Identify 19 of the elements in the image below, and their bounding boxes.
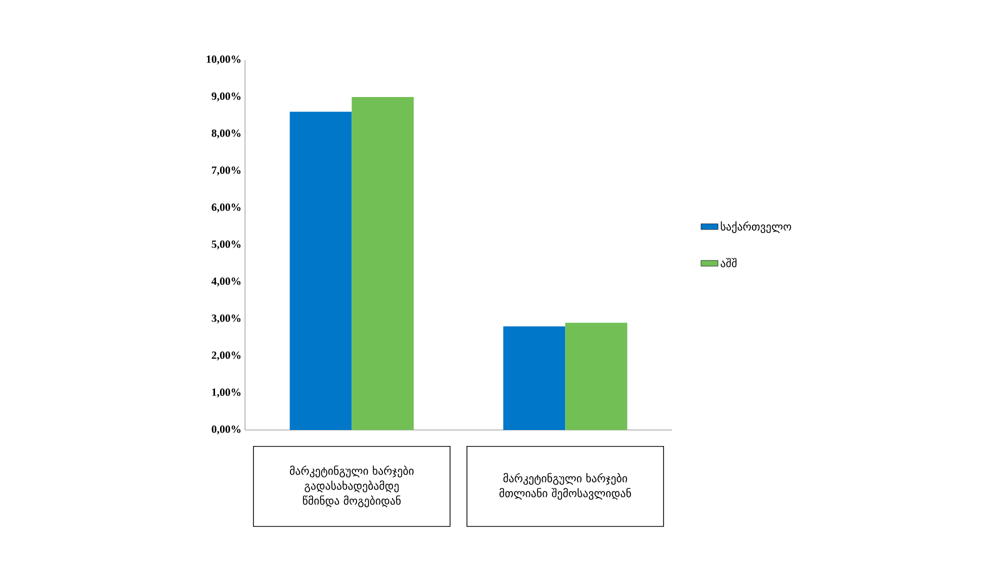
legend-label: აშშ (720, 258, 736, 268)
x-tick-label: მარკეტინგული ხარჯები მთლიანი შემოსავლიდან (500, 473, 631, 500)
y-tick-label: 7,00% (212, 166, 240, 176)
y-tick-label: 2,00% (212, 352, 240, 360)
y-tick-label: 3,00% (212, 314, 240, 324)
y-tick-label: 4,00% (212, 278, 240, 286)
y-tick-label: 0,00% (212, 426, 240, 434)
y-tick-label: 10,00% (206, 56, 240, 64)
bar (503, 326, 566, 430)
x-tick-label: მარკეტინგული ხარჯები გადასახადებამდე წმინდა მოგებიდან (290, 466, 414, 508)
y-tick-label: 6,00% (212, 204, 240, 212)
bar (352, 96, 414, 430)
y-tick-label: 5,00% (212, 240, 240, 250)
y-tick-label: 1,00% (212, 388, 240, 398)
bar (290, 112, 352, 430)
bar (565, 322, 628, 430)
legend-label: საქართველო (720, 221, 792, 234)
y-tick-label: 8,00% (212, 130, 240, 138)
y-tick-label: 9,00% (212, 92, 240, 102)
